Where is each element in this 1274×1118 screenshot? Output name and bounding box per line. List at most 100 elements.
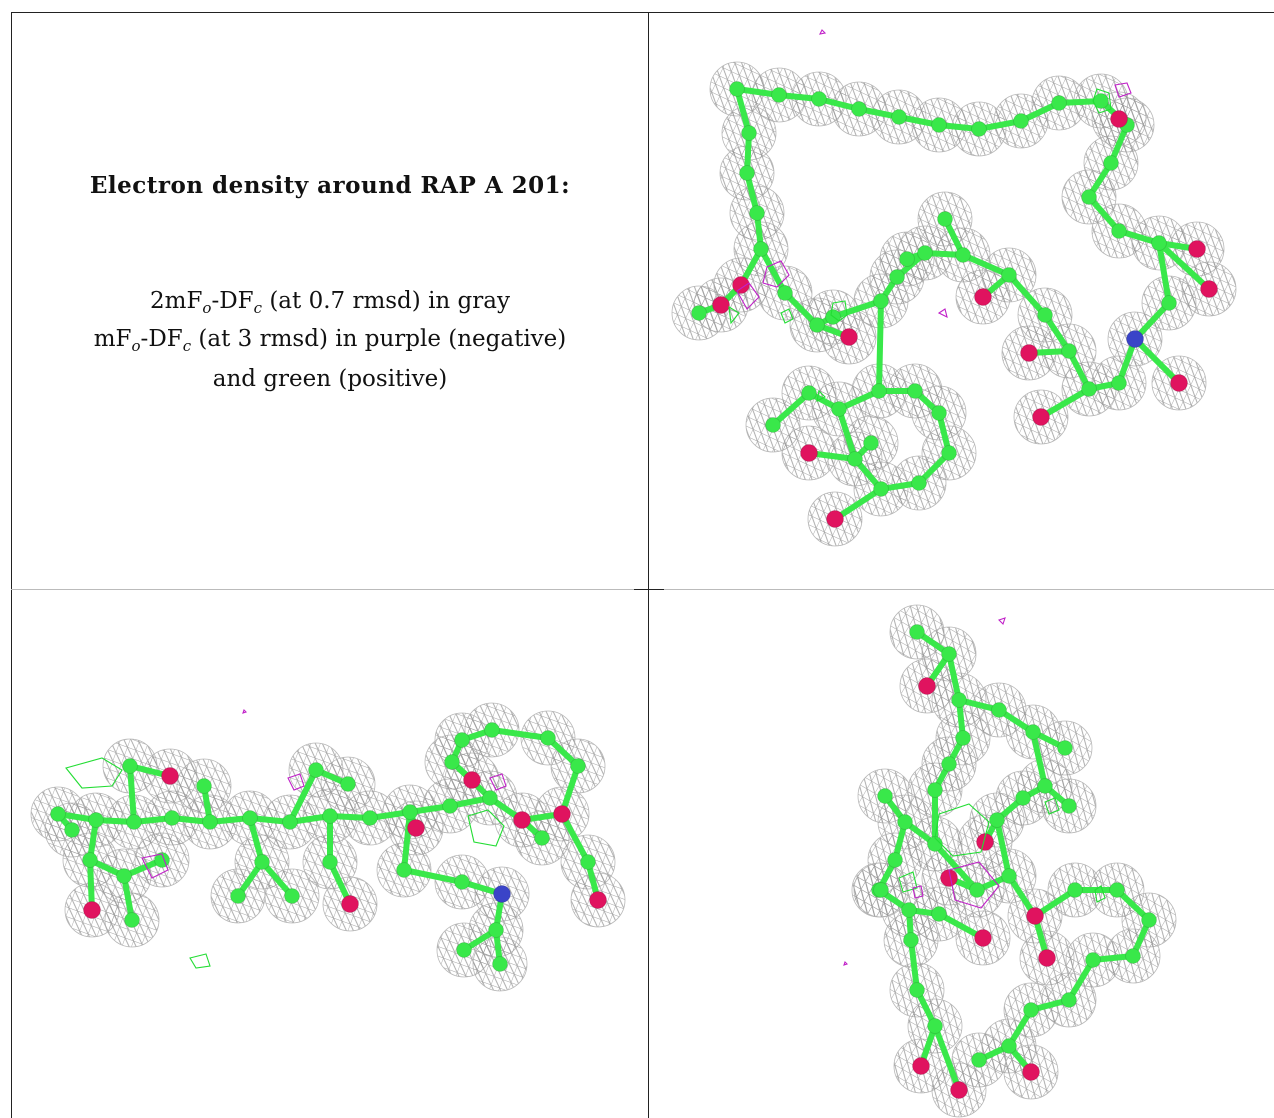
- bond-stick: [489, 727, 551, 741]
- oxygen-atom: [826, 510, 844, 528]
- positive-difference-mesh: [65, 757, 123, 789]
- oxygen-atom: [912, 1057, 930, 1075]
- carbon-atom: [50, 806, 66, 822]
- carbon-atom: [749, 205, 765, 221]
- atom-layer: [691, 81, 1218, 528]
- carbon-atom: [873, 481, 889, 497]
- carbon-atom: [454, 874, 470, 890]
- oxygen-atom: [1110, 110, 1128, 128]
- carbon-atom: [1103, 155, 1119, 171]
- carbon-atom: [811, 91, 827, 107]
- carbon-atom: [899, 251, 915, 267]
- carbon-atom: [877, 788, 893, 804]
- carbon-atom: [937, 211, 953, 227]
- carbon-atom: [242, 810, 258, 826]
- atom-layer: [50, 722, 607, 972]
- carbon-atom: [909, 624, 925, 640]
- carbon-atom: [741, 125, 757, 141]
- positive-difference-mesh: [898, 871, 918, 893]
- carbon-atom: [1161, 295, 1177, 311]
- carbon-atom: [1141, 912, 1157, 928]
- carbon-atom: [1001, 868, 1017, 884]
- carbon-atom: [1037, 307, 1053, 323]
- carbon-atom: [739, 165, 755, 181]
- caption-line-fofc-sub-o: o: [131, 337, 141, 355]
- bond-stick: [946, 651, 962, 703]
- bond-stick: [259, 859, 295, 899]
- carbon-atom: [322, 808, 338, 824]
- carbon-atom: [454, 732, 470, 748]
- positive-difference-mesh: [780, 308, 794, 324]
- oxygen-atom: [840, 328, 858, 346]
- carbon-atom: [1025, 724, 1041, 740]
- negative-difference-mesh: [912, 885, 924, 899]
- carbon-atom: [931, 906, 947, 922]
- carbon-atom: [887, 852, 903, 868]
- positive-difference-mesh: [816, 389, 826, 402]
- caption-line-fofc-suffix: (at 3 rmsd) in purple (negative): [191, 326, 567, 352]
- caption-line-2fofc-prefix: 2mF: [150, 288, 203, 314]
- atom-layer: [871, 624, 1157, 1099]
- carbon-atom: [1061, 798, 1077, 814]
- carbon-atom: [1125, 948, 1141, 964]
- carbon-atom: [1057, 740, 1073, 756]
- bond-stick: [1156, 240, 1172, 306]
- grid-top-border: [11, 12, 1274, 13]
- positive-difference-mesh: [728, 305, 740, 325]
- caption-line-2fofc-sub-o: o: [202, 299, 212, 317]
- density-view-bottom-left: [30, 702, 626, 992]
- carbon-atom: [1067, 882, 1083, 898]
- caption-line-fofc-prefix: mF: [93, 326, 132, 352]
- bond-stick: [734, 86, 752, 136]
- carbon-atom: [1085, 952, 1101, 968]
- carbon-atom: [771, 87, 787, 103]
- difference-mesh-layer: [843, 617, 1106, 966]
- carbon-atom: [1109, 882, 1125, 898]
- carbon-atom: [897, 814, 913, 830]
- carbon-atom: [941, 646, 957, 662]
- caption-line-2fofc-mid: -DF: [211, 288, 254, 314]
- oxygen-atom: [161, 767, 179, 785]
- carbon-atom: [202, 814, 218, 830]
- carbon-atom: [64, 822, 80, 838]
- oxygen-atom: [83, 901, 101, 919]
- nitrogen-atom: [493, 885, 511, 903]
- positive-difference-mesh: [1094, 885, 1106, 903]
- carbon-atom: [941, 445, 957, 461]
- bond-stick: [1066, 957, 1096, 1003]
- carbon-atom: [927, 782, 943, 798]
- carbon-atom: [831, 401, 847, 417]
- carbon-atom: [308, 762, 324, 778]
- carbon-atom: [164, 810, 180, 826]
- caption-line-fofc-mid: -DF: [140, 326, 183, 352]
- caption-line-2fofc-sub-c: c: [253, 299, 263, 317]
- negative-difference-mesh: [489, 773, 507, 791]
- carbon-atom: [88, 812, 104, 828]
- figure-grid: Electron density around RAP A 201: 2mFo-…: [11, 12, 1274, 1118]
- carbon-atom: [871, 383, 887, 399]
- carbon-atom: [911, 475, 927, 491]
- carbon-atom: [396, 862, 412, 878]
- carbon-atom: [1081, 381, 1097, 397]
- carbon-atom: [777, 285, 793, 301]
- negative-difference-mesh: [997, 617, 1006, 626]
- carbon-atom: [863, 435, 879, 451]
- difference-mesh-layer: [65, 708, 507, 969]
- carbon-atom: [969, 882, 985, 898]
- oxygen-atom: [712, 296, 730, 314]
- carbon-atom: [1111, 223, 1127, 239]
- bond-stick: [758, 246, 788, 296]
- bond-stick: [836, 406, 858, 462]
- caption-line-positive: and green (positive): [212, 366, 448, 392]
- positive-difference-mesh: [830, 300, 848, 322]
- carbon-atom: [971, 1052, 987, 1068]
- oxygen-atom: [341, 895, 359, 913]
- carbon-atom: [230, 888, 246, 904]
- positive-difference-mesh: [1092, 88, 1112, 114]
- carbon-atom: [753, 241, 769, 257]
- carbon-atom: [322, 854, 338, 870]
- negative-difference-mesh: [141, 853, 169, 879]
- difference-mesh-layer: [728, 29, 1132, 402]
- oxygen-atom: [950, 1081, 968, 1099]
- carbon-atom: [851, 101, 867, 117]
